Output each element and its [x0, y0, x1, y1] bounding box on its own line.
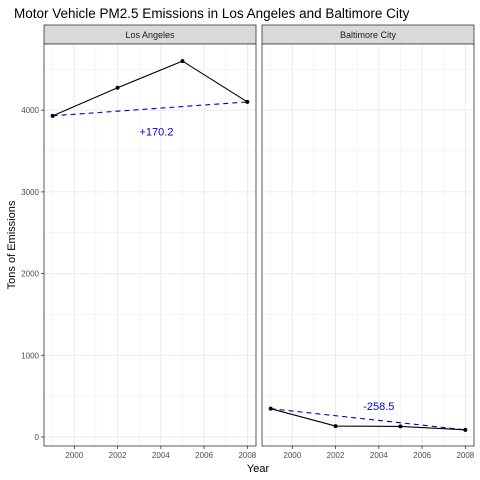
chart-title: Motor Vehicle PM2.5 Emissions in Los Ang… [14, 6, 410, 21]
series-line-baltimore-city [270, 408, 466, 431]
series-line-los-angeles [52, 60, 248, 117]
trend-line-los-angeles [52, 101, 248, 117]
x-tick-label: 2006 [413, 451, 431, 460]
x-tick-label: 2008 [238, 451, 256, 460]
change-annotation-baltimore-city: -258.5 [363, 401, 394, 413]
x-tick-label: 2008 [456, 451, 474, 460]
data-point-los-angeles [115, 85, 120, 90]
x-axes: 2000 2002 2004 2006 2008 2000 2002 2004 2006 2008 [65, 446, 475, 460]
data-point-los-angeles [180, 59, 185, 64]
x-tick-label: 2002 [109, 451, 127, 460]
plot-background-los-angeles [44, 44, 256, 446]
x-tick-label: 2002 [327, 451, 345, 460]
strip-label-los-angeles: Los Angeles [125, 30, 175, 40]
x-tick-label: 2004 [152, 451, 170, 460]
y-tick-label: 4000 [21, 106, 39, 115]
chart-panels: Los Angeles +170.2 Baltimore City -258.5 [43, 24, 475, 447]
y-tick-label: 0 [35, 433, 40, 442]
data-point-baltimore-city [333, 424, 338, 429]
change-annotation-los-angeles: +170.2 [140, 126, 174, 138]
x-axis-baltimore-city: 2000 2002 2004 2006 2008 [283, 446, 475, 460]
data-point-baltimore-city [463, 427, 468, 432]
x-axis-los-angeles: 2000 2002 2004 2006 2008 [65, 446, 257, 460]
panel-baltimore-city: Baltimore City -258.5 [261, 24, 475, 447]
y-axis: 0 1000 2000 3000 4000 [21, 106, 44, 442]
y-axis-label: Tons of Emissions [6, 200, 18, 289]
panel-border-baltimore-city [261, 43, 475, 447]
panel-los-angeles: Los Angeles +170.2 [43, 24, 257, 447]
panel-border-los-angeles [43, 43, 257, 447]
data-point-los-angeles [245, 99, 250, 104]
trend-line-baltimore-city [270, 408, 466, 431]
x-tick-label: 2004 [370, 451, 388, 460]
x-tick-label: 2000 [65, 451, 83, 460]
data-point-baltimore-city [268, 406, 273, 411]
y-tick-label: 3000 [21, 188, 39, 197]
y-tick-label: 2000 [21, 270, 39, 279]
x-axis-label: Year [247, 463, 270, 475]
y-tick-label: 1000 [21, 351, 39, 360]
x-tick-label: 2000 [283, 451, 301, 460]
plot-background-baltimore-city [262, 44, 474, 446]
data-point-los-angeles [50, 113, 55, 118]
strip-label-baltimore-city: Baltimore City [340, 30, 397, 40]
data-point-baltimore-city [398, 424, 403, 429]
x-tick-label: 2006 [195, 451, 213, 460]
